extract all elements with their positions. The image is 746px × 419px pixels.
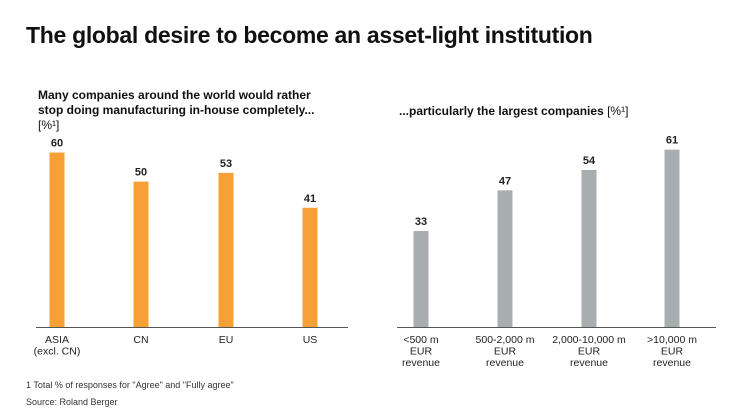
left-chart-bar-1 — [49, 152, 65, 327]
page-title: The global desire to become an asset-lig… — [26, 22, 593, 48]
left-chart-category-label-1-line-1: ASIA — [45, 334, 69, 346]
right-chart-category-label-2-line-1: 500-2,000 m — [476, 334, 535, 346]
right-chart-value-label-1: 33 — [415, 216, 427, 228]
right-chart-bar-1 — [413, 231, 429, 327]
right-chart-category-label-3-line-1: 2,000-10,000 m — [552, 334, 626, 346]
right-chart-category-label-2-line-2: EUR — [494, 346, 517, 358]
right-chart-unit: [%¹] — [607, 104, 629, 118]
source-note: Source: Roland Berger — [26, 397, 118, 407]
right-chart-category-label-1-line-2: EUR — [410, 346, 433, 358]
right-chart-category-label-4-line-1: >10,000 m — [647, 334, 697, 346]
footnote: 1 Total % of responses for "Agree" and "… — [26, 380, 234, 390]
right-chart-category-label-4-line-2: EUR — [661, 346, 684, 358]
left-chart-value-label-2: 50 — [135, 167, 147, 179]
left-chart-value-label-4: 41 — [304, 193, 316, 205]
right-chart-value-label-3: 54 — [583, 155, 596, 167]
left-chart-category-label-2-line-1: CN — [133, 334, 148, 346]
left-chart-bar-2 — [133, 181, 149, 327]
left-chart-category-label-4-line-1: US — [303, 334, 318, 346]
left-chart-bar-3 — [218, 172, 234, 327]
left-chart-category-label-3-line-1: EU — [219, 334, 234, 346]
left-chart-subtitle-text: Many companies around the world would ra… — [38, 88, 315, 117]
right-chart-category-label-1-line-3: revenue — [402, 357, 440, 369]
left-chart-category-label-1-line-2: (excl. CN) — [34, 346, 81, 358]
right-chart-category-label-3-line-3: revenue — [570, 357, 608, 369]
left-chart-bar-4 — [302, 207, 318, 327]
right-chart-bar-2 — [497, 190, 513, 327]
right-chart-bar-3 — [581, 169, 597, 327]
left-chart-subtitle: Many companies around the world would ra… — [38, 88, 338, 133]
right-chart-subtitle-text: ...particularly the largest companies — [399, 104, 604, 118]
left-chart-value-label-1: 60 — [51, 138, 63, 150]
right-chart-bar-4 — [664, 149, 680, 327]
right-chart-category-label-4-line-3: revenue — [653, 357, 691, 369]
right-chart-subtitle: ...particularly the largest companies [%… — [399, 104, 719, 119]
right-chart-value-label-2: 47 — [499, 175, 511, 187]
left-chart-value-label-3: 53 — [220, 158, 232, 170]
right-chart-category-label-1-line-1: <500 m — [403, 334, 439, 346]
left-chart-unit: [%¹] — [38, 118, 60, 132]
right-chart-category-label-2-line-3: revenue — [486, 357, 524, 369]
right-chart-value-label-4: 61 — [666, 135, 678, 147]
right-chart-category-label-3-line-2: EUR — [578, 346, 601, 358]
